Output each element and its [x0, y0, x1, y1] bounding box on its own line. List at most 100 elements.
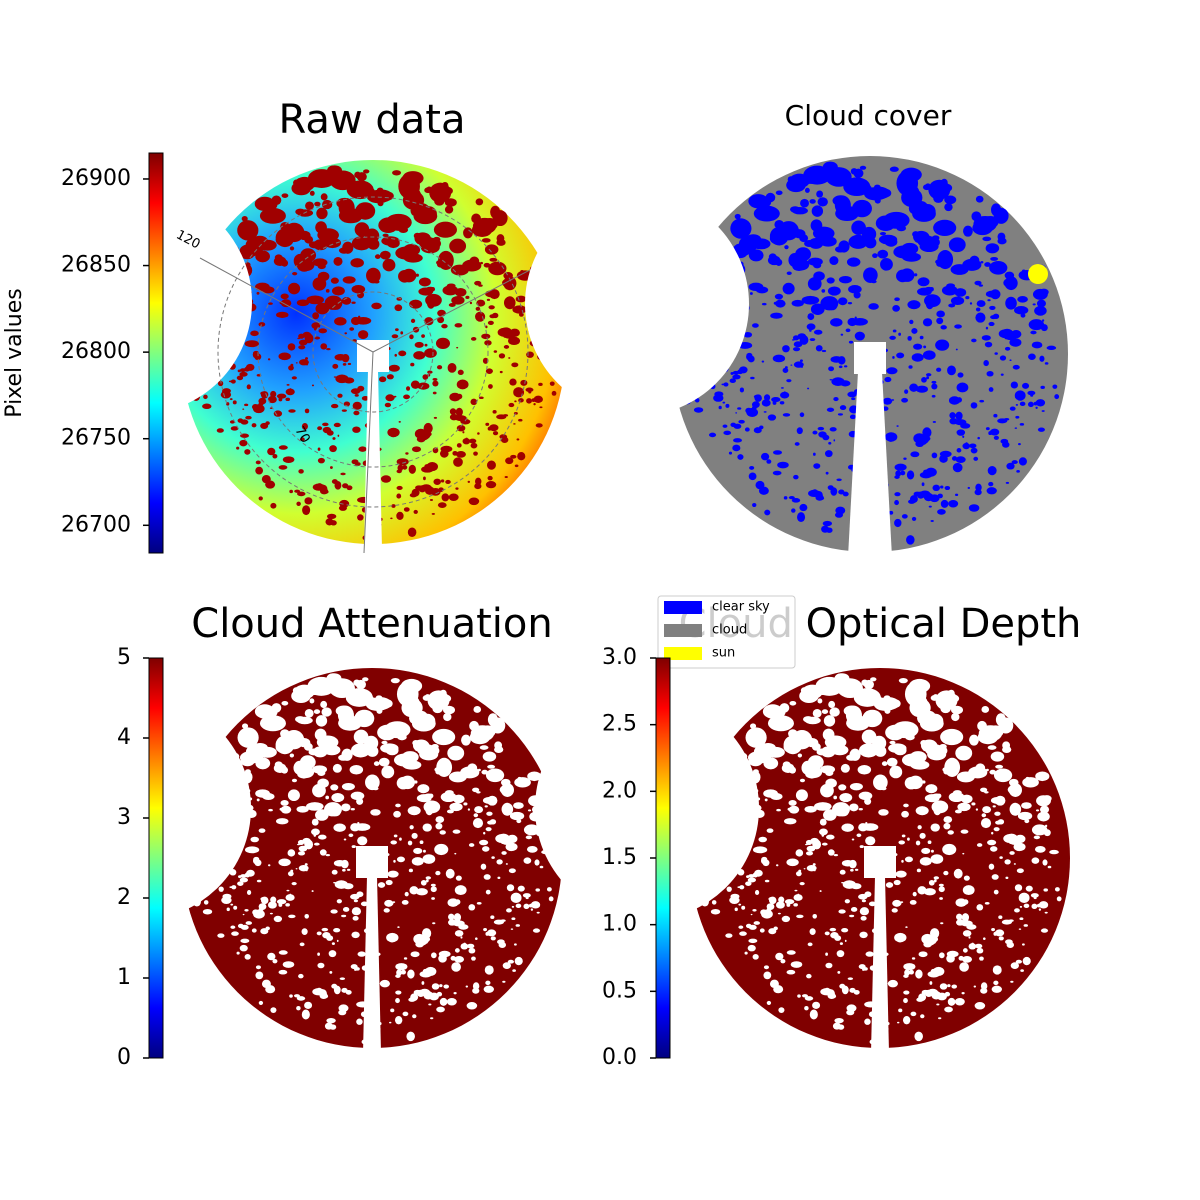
sky-blob: [244, 954, 251, 960]
sky-blob: [749, 292, 753, 295]
sky-blob: [786, 271, 792, 275]
sky-blob: [509, 378, 517, 386]
sky-blob: [451, 962, 461, 972]
sky-blob: [347, 362, 352, 366]
sky-blob: [312, 312, 320, 320]
sky-blob: [829, 256, 839, 265]
sky-blob: [305, 363, 309, 366]
sky-blob: [795, 247, 812, 262]
sky-blob: [409, 825, 414, 830]
sky-blob: [830, 932, 839, 939]
sky-blob: [793, 341, 803, 348]
colorbar-tick-label: 26800: [61, 339, 131, 364]
sky-blob: [976, 904, 984, 911]
sky-blob: [979, 399, 985, 403]
sky-blob: [726, 886, 732, 892]
sky-blob: [1036, 795, 1051, 807]
sky-blob: [318, 328, 327, 334]
sky-blob: [489, 262, 501, 272]
sky-blob: [833, 795, 838, 800]
sky-blob: [422, 849, 426, 853]
sky-blob: [920, 739, 938, 752]
sky-blob: [505, 457, 514, 465]
sky-blob: [961, 991, 965, 995]
sky-blob: [403, 394, 410, 400]
sky-blob: [918, 993, 927, 1002]
sky-blob: [861, 899, 866, 903]
sky-blob: [795, 871, 802, 877]
sky-blob: [297, 843, 300, 846]
sky-blob: [997, 232, 1006, 241]
colorbar-tick-label: 3.0: [602, 645, 637, 670]
sky-blob: [417, 784, 430, 794]
sky-blob: [975, 312, 986, 323]
sky-blob: [747, 944, 756, 952]
sky-blob: [396, 511, 404, 521]
sky-blob: [718, 405, 722, 410]
sky-blob: [439, 984, 443, 988]
sky-blob: [298, 766, 315, 778]
sky-blob: [1010, 381, 1019, 389]
sky-blob: [326, 1018, 336, 1024]
sky-blob: [431, 983, 440, 990]
sky-blob: [803, 868, 806, 870]
sky-blob: [1030, 394, 1034, 397]
sky-blob: [485, 827, 492, 832]
sky-blob: [968, 936, 971, 939]
sky-blob: [403, 507, 410, 512]
sky-blob: [919, 203, 936, 219]
sky-blob: [745, 881, 752, 886]
sky-blob: [933, 694, 938, 698]
sky-blob: [471, 213, 481, 224]
colorbar-tick-label: 1.0: [602, 912, 637, 937]
sky-blob: [954, 997, 965, 1006]
sky-blob: [287, 789, 300, 802]
sky-blob: [985, 290, 999, 298]
sky-blob: [345, 688, 373, 707]
sky-blob: [947, 365, 956, 376]
sky-blob: [237, 881, 244, 886]
sky-blob: [783, 391, 786, 394]
sky-blob: [280, 299, 292, 308]
sky-blob: [371, 302, 382, 310]
sky-blob: [1019, 422, 1025, 426]
sky-blob: [226, 907, 230, 912]
sky-blob: [761, 302, 767, 306]
sky-blob: [454, 415, 467, 422]
sky-blob: [298, 864, 309, 872]
sky-blob: [478, 284, 483, 287]
sky-blob: [502, 962, 511, 970]
sky-blob: [501, 802, 514, 816]
sky-blob: [362, 677, 369, 682]
sky-blob: [430, 883, 436, 887]
sky-blob: [776, 808, 781, 812]
sky-blob: [962, 802, 967, 807]
sky-blob: [307, 169, 336, 189]
sky-blob: [995, 769, 1007, 779]
sky-blob: [985, 427, 990, 431]
sky-blob: [460, 766, 480, 779]
sky-blob: [363, 169, 370, 174]
sky-blob: [823, 715, 836, 727]
sky-blob: [853, 989, 860, 995]
sky-blob: [539, 406, 543, 409]
sky-blob: [488, 384, 493, 389]
sky-blob: [308, 748, 319, 756]
legend-label: clear sky: [712, 600, 770, 615]
sky-blob: [916, 494, 919, 497]
sky-blob: [933, 879, 937, 883]
sky-blob: [766, 828, 774, 833]
sky-blob: [750, 376, 755, 380]
sky-blob: [276, 393, 287, 399]
sky-blob: [401, 751, 419, 763]
sky-blob: [926, 376, 930, 380]
sky-blob: [336, 899, 342, 904]
sky-blob: [466, 943, 475, 949]
sky-blob: [331, 792, 345, 803]
sky-blob: [276, 311, 289, 318]
sky-blob: [994, 929, 1005, 937]
sky-blob: [925, 467, 937, 477]
sky-blob: [976, 300, 986, 308]
sky-blob: [400, 969, 406, 975]
sky-blob: [460, 936, 463, 939]
